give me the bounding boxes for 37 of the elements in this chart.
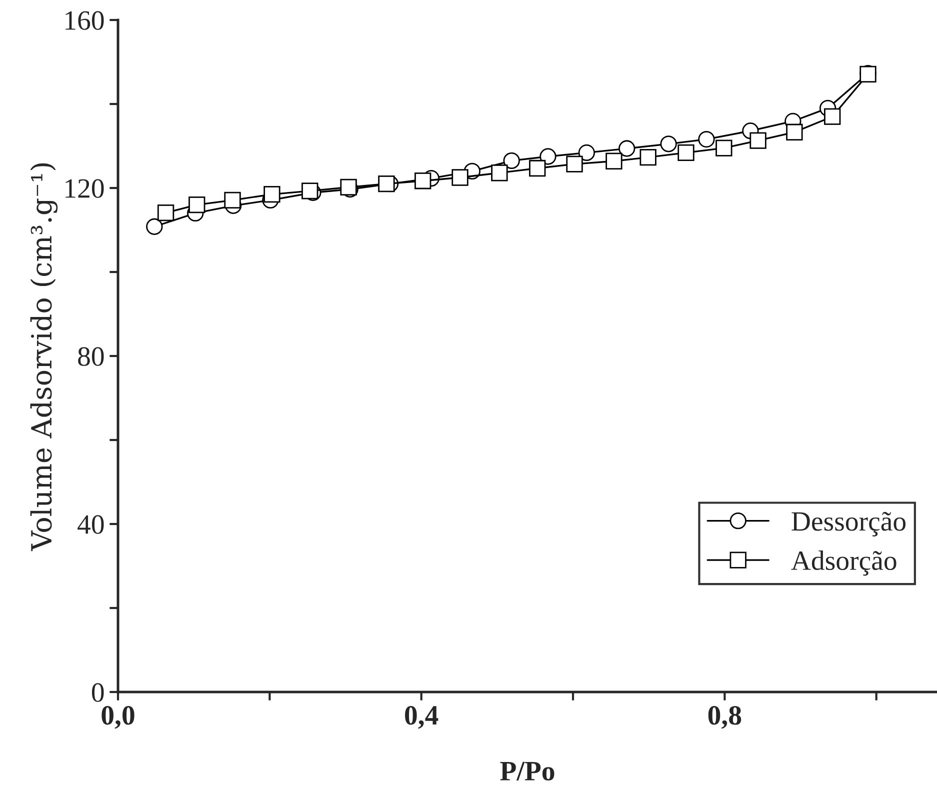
- point: [224, 192, 241, 209]
- point: [606, 152, 622, 170]
- y-axis-title: Volume Adsorvido (cm³.g⁻¹): [30, 163, 58, 552]
- y-tick-label: 40: [78, 515, 104, 534]
- point: [414, 172, 432, 190]
- point: [146, 218, 163, 235]
- point: [618, 140, 636, 157]
- y-tick-label: 160: [66, 11, 104, 30]
- point: [188, 196, 206, 214]
- x-tick-label: 0,8: [708, 706, 742, 729]
- point: [302, 182, 318, 200]
- point: [503, 152, 520, 170]
- point: [157, 204, 174, 222]
- point: [491, 164, 508, 182]
- point: [340, 178, 357, 196]
- legend-label: Dessorção: [792, 512, 906, 536]
- point: [264, 186, 280, 203]
- point: [824, 108, 841, 125]
- point: [660, 136, 677, 152]
- point: [578, 144, 595, 162]
- y-tick-label: 80: [78, 347, 104, 366]
- point: [698, 130, 715, 148]
- point: [678, 144, 694, 162]
- x-axis-title: P/Po: [500, 762, 554, 780]
- y-tick-label: 120: [66, 179, 104, 198]
- point: [566, 156, 583, 172]
- point: [452, 169, 468, 186]
- point: [716, 140, 732, 156]
- point: [640, 149, 656, 166]
- point: [786, 124, 803, 140]
- point: [529, 160, 546, 177]
- x-tick-label: 0,0: [102, 706, 134, 729]
- x-tick-label: 0,4: [405, 706, 438, 729]
- y-tick-label: 0: [92, 683, 104, 702]
- legend-label: Adsorção: [791, 550, 896, 576]
- point: [540, 148, 556, 165]
- point: [750, 132, 766, 149]
